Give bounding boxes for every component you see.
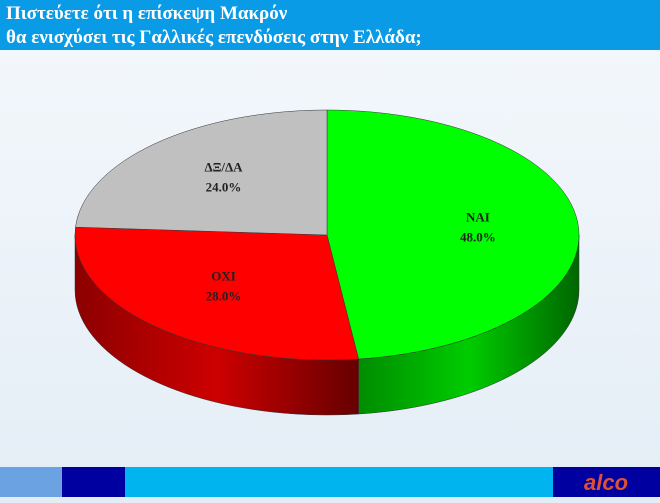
- title-bar: [0, 0, 660, 50]
- footer-block: [62, 467, 125, 497]
- value-label: 48.0%: [460, 229, 496, 244]
- logo: alco: [584, 470, 628, 495]
- footer-block: [0, 467, 62, 497]
- slice: [75, 109, 328, 236]
- slice-label: ΟΧΙ: [211, 269, 236, 284]
- slice-label: ΝΑΙ: [466, 209, 490, 224]
- chart-title: Πιστεύετε ότι η επίσκεψη Μακρόν: [6, 3, 288, 24]
- chart-title: θα ενισχύσει τις Γαλλικές επενδύσεις στη…: [6, 27, 422, 48]
- slice: [74, 226, 359, 361]
- slice-label: ΔΞ/ΔΑ: [204, 159, 243, 174]
- slice: [326, 109, 580, 360]
- value-label: 24.0%: [206, 179, 242, 194]
- footer-logo-box: [553, 467, 660, 497]
- footer-block: [125, 467, 553, 497]
- value-label: 28.0%: [206, 289, 242, 304]
- pie: ΝΑΙ 48.0% ΟΧΙ 28.0% ΔΞ/ΔΑ 24.0%: [74, 109, 580, 416]
